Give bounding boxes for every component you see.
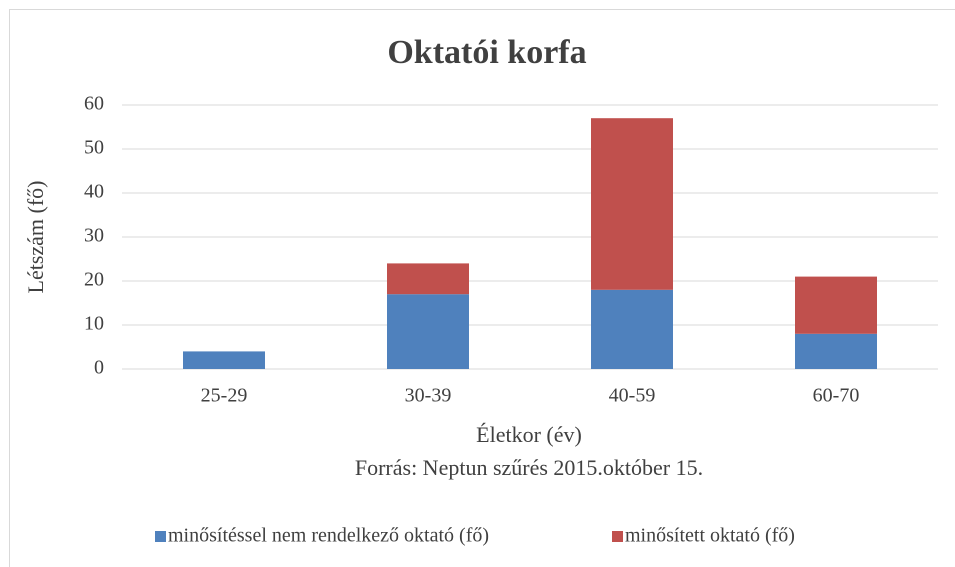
y-tick-label: 60	[84, 93, 104, 115]
y-tick-label: 20	[84, 269, 104, 291]
x-tick-label: 25-29	[201, 385, 248, 407]
legend-label: minősítéssel nem rendelkező oktató (fő)	[168, 525, 489, 547]
y-tick-label: 50	[84, 137, 104, 159]
chart-title: Oktatói korfa	[387, 34, 586, 71]
bar-segment	[591, 289, 673, 369]
bar-segment	[387, 263, 469, 295]
y-tick-label: 40	[84, 181, 104, 203]
bar-segment	[795, 333, 877, 369]
x-tick-label: 30-39	[405, 385, 452, 407]
bar-segment	[795, 276, 877, 334]
legend-swatch	[612, 531, 623, 542]
annotation: Forrás: Neptun szűrés 2015.október 15.	[355, 455, 703, 480]
bar-segment	[387, 294, 469, 369]
legend-swatch	[155, 531, 166, 542]
y-tick-label: 0	[94, 357, 104, 379]
y-tick-label: 10	[84, 313, 104, 335]
bar-segment	[183, 351, 265, 369]
x-axis-label: Életkor (év)	[476, 422, 582, 447]
x-tick-label: 40-59	[609, 385, 656, 407]
bar-segment	[591, 118, 673, 290]
y-tick-label: 30	[84, 225, 104, 247]
x-tick-label: 60-70	[813, 385, 860, 407]
legend-label: minősített oktató (fő)	[625, 525, 795, 547]
y-axis-label: Létszám (fő)	[23, 181, 48, 294]
